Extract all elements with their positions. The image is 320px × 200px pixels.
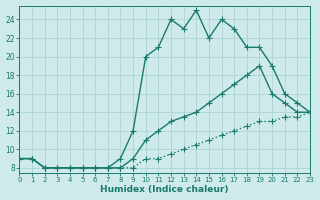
X-axis label: Humidex (Indice chaleur): Humidex (Indice chaleur) — [100, 185, 229, 194]
